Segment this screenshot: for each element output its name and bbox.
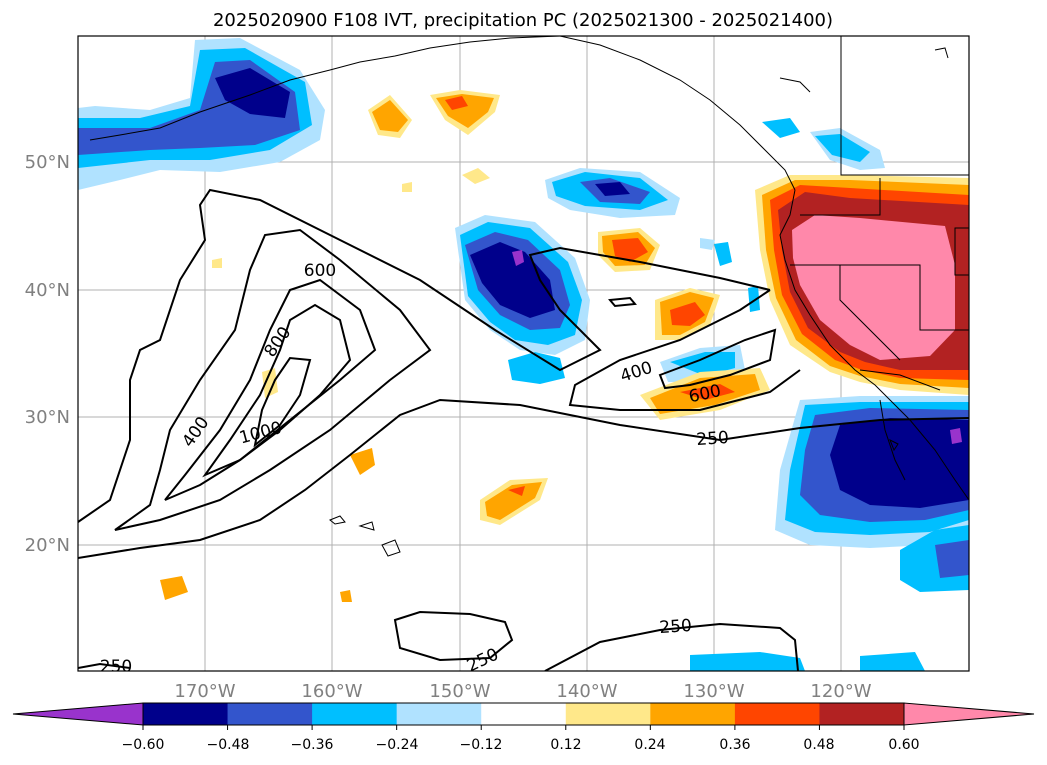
colorbar-segment <box>481 703 567 725</box>
lat-label: 30°N <box>25 407 70 428</box>
colorbar-extend-high <box>903 702 1035 726</box>
colorbar-extend-low <box>12 702 144 726</box>
colorbar-tick-labels: −0.60 −0.48 −0.36 −0.24 −0.12 0.12 0.24 … <box>122 737 920 753</box>
colorbar-segment <box>143 703 229 725</box>
colorbar-segment <box>819 703 905 725</box>
map-frame <box>77 35 970 672</box>
colorbar-tick-label: 0.12 <box>550 737 581 753</box>
longitude-labels: 170°W 160°W 150°W 140°W 130°W 120°W <box>174 681 871 702</box>
contour-label: 250 <box>659 616 693 638</box>
colorbar-frame <box>142 702 905 726</box>
colorbar-tick-label: 0.60 <box>888 737 919 753</box>
colorbar-segment <box>227 703 313 725</box>
colorbar-tick-label: −0.24 <box>376 737 419 753</box>
colorbar-ticks <box>142 725 905 730</box>
lat-label: 20°N <box>25 535 70 556</box>
contour-label: 250 <box>696 428 730 450</box>
colorbar-segment <box>650 703 736 725</box>
colorbar-segment <box>396 703 482 725</box>
contour-label: 250 <box>100 657 132 677</box>
colorbar-segment <box>734 703 820 725</box>
lon-label: 170°W <box>174 681 235 702</box>
map-title: 2025020900 F108 IVT, precipitation PC (2… <box>213 10 833 31</box>
colorbar-tick-label: 0.36 <box>719 737 750 753</box>
colorbar-tick-label: −0.36 <box>291 737 334 753</box>
lat-label: 40°N <box>25 280 70 301</box>
map-area: 600 800 400 1000 400 600 250 250 250 250 <box>78 36 969 677</box>
lon-label: 150°W <box>429 681 490 702</box>
ivt-contours <box>78 188 969 671</box>
negative-anomaly-shading <box>78 38 969 671</box>
latitude-labels: 50°N 40°N 30°N 20°N <box>25 152 70 556</box>
colorbar-tick-label: 0.48 <box>803 737 834 753</box>
lon-label: 160°W <box>301 681 362 702</box>
colorbar-tick-label: 0.24 <box>634 737 665 753</box>
coastlines <box>89 36 969 557</box>
colorbar: −0.60 −0.48 −0.36 −0.24 −0.12 0.12 0.24 … <box>12 702 1035 753</box>
lon-label: 130°W <box>683 681 744 702</box>
colorbar-tick-label: −0.48 <box>207 737 250 753</box>
colorbar-segment <box>312 703 398 725</box>
colorbar-segments <box>143 703 905 725</box>
lon-label: 140°W <box>556 681 617 702</box>
lat-label: 50°N <box>25 152 70 173</box>
lon-label: 120°W <box>810 681 871 702</box>
contour-label: 600 <box>304 261 336 281</box>
colorbar-tick-label: −0.12 <box>460 737 503 753</box>
colorbar-tick-label: −0.60 <box>122 737 165 753</box>
colorbar-segment <box>565 703 651 725</box>
positive-anomaly-shading <box>160 90 969 602</box>
